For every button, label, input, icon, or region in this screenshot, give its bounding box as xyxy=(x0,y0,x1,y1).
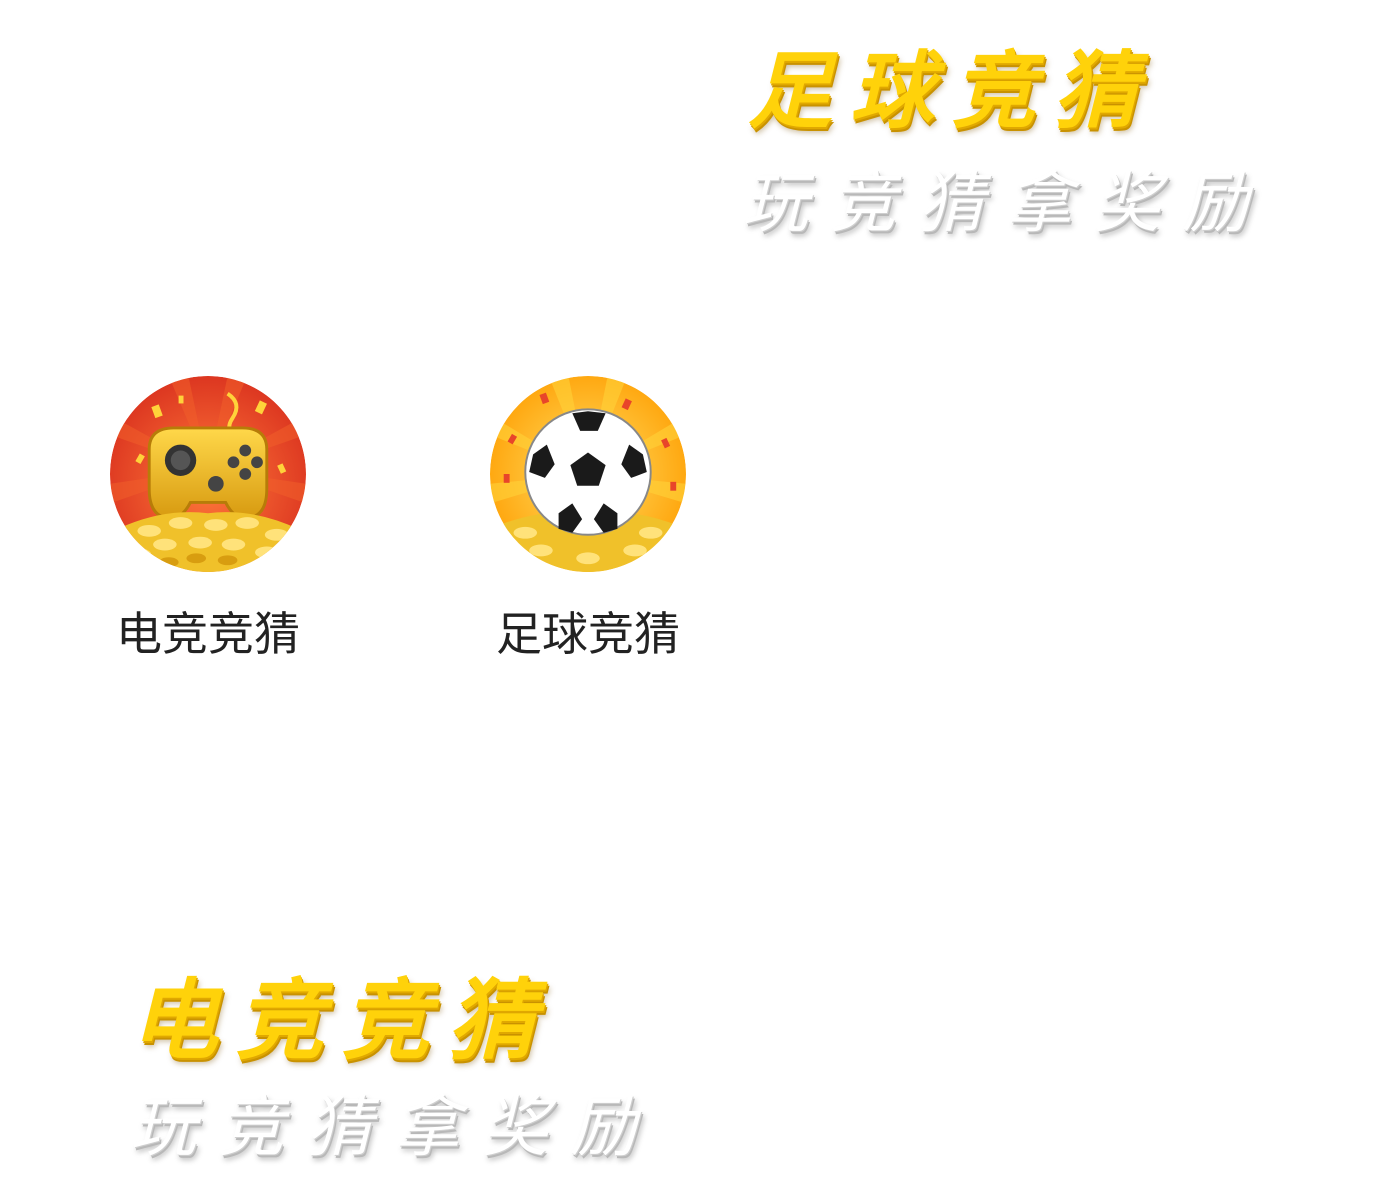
football-app-tile[interactable]: 足球竞猜 xyxy=(468,376,708,664)
esports-banner-title: 电竞竞猜 xyxy=(130,968,555,1072)
esports-app-tile[interactable]: 电竞竞猜 xyxy=(88,376,328,664)
esports-banner-subtitle: 玩竞猜拿奖励 xyxy=(130,1089,658,1166)
football-banner-subtitle: 玩竞猜拿奖励 xyxy=(742,165,1270,242)
soccer-ball-icon xyxy=(490,376,686,572)
football-app-label: 足球竞猜 xyxy=(496,607,680,661)
football-banner-title: 足球竞猜 xyxy=(748,41,1157,140)
esports-app-label: 电竞竞猜 xyxy=(116,607,300,661)
gamepad-icon xyxy=(110,376,306,572)
